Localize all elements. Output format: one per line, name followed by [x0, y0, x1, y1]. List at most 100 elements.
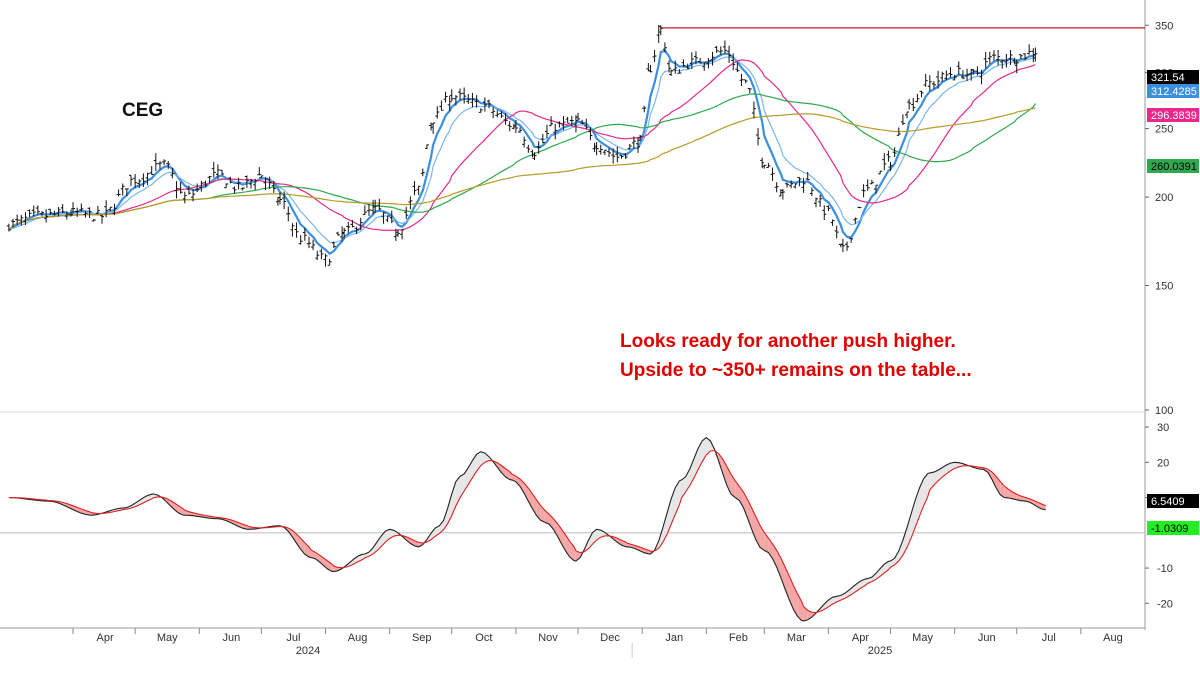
ohlc-bar	[911, 97, 916, 112]
ticker-label: CEG	[122, 100, 163, 121]
ohlc-bar	[224, 183, 229, 189]
ohlc-bar	[731, 53, 736, 71]
ohlc-bar	[762, 164, 767, 169]
ohlc-bar	[878, 170, 883, 175]
price-y-tick-label: 200	[1155, 192, 1173, 204]
ohlc-bar	[68, 209, 73, 217]
badge-ma-fast-bg	[1147, 84, 1199, 98]
ohlc-bar	[95, 205, 100, 215]
ohlc-bar	[182, 191, 187, 204]
badge-ma-long-bg	[1147, 159, 1199, 173]
ohlc-bar	[503, 112, 508, 125]
ohlc-bar	[346, 222, 351, 233]
ohlc-bar	[774, 182, 779, 193]
ohlc-bar	[133, 173, 138, 188]
ohlc-bar	[431, 122, 436, 134]
ohlc-bar	[766, 162, 771, 169]
ohlc-bar	[443, 91, 448, 103]
ohlc-bar	[1027, 44, 1032, 55]
ohlc-bar	[1004, 53, 1009, 68]
ohlc-bar	[27, 209, 32, 218]
ohlc-bar	[956, 61, 961, 75]
ohlc-bar	[385, 215, 390, 222]
ohlc-bar	[518, 127, 523, 133]
osc-y-tick-label: -20	[1157, 598, 1173, 610]
ohlc-bar	[400, 229, 405, 240]
ohlc-bar	[801, 178, 806, 193]
ohlc-bar	[756, 128, 761, 146]
annotation-line-2: Upside to ~350+ remains on the table...	[620, 360, 972, 381]
ohlc-bar	[822, 205, 827, 220]
ohlc-bar	[526, 144, 531, 153]
ohlc-bar	[882, 153, 887, 171]
ohlc-bar	[656, 24, 661, 43]
price-y-tick-label: 100	[1155, 405, 1173, 417]
ohlc-bar	[739, 73, 744, 87]
ohlc-bar	[449, 89, 454, 102]
ohlc-bar	[594, 141, 599, 156]
ohlc-bar	[834, 225, 839, 239]
ohlc-bar	[44, 209, 49, 223]
ohlc-bar	[240, 187, 245, 191]
ohlc-bar	[507, 121, 512, 132]
ohlc-bar	[11, 218, 16, 228]
ohlc-bar	[491, 107, 496, 119]
ohlc-bar	[466, 93, 471, 104]
ohlc-bar	[191, 189, 196, 202]
ohlc-bar	[553, 123, 558, 140]
ma-short-line	[8, 56, 1036, 244]
badge-osc-main: 6.5409	[1151, 496, 1185, 508]
ohlc-bar	[573, 115, 578, 133]
ohlc-bar	[940, 71, 945, 82]
ohlc-bar	[323, 253, 328, 267]
ohlc-bar	[971, 69, 976, 75]
ohlc-bar	[286, 206, 291, 222]
ohlc-bar	[1008, 49, 1013, 66]
osc-y-tick-label: 30	[1157, 422, 1169, 434]
ohlc-bar	[549, 116, 554, 127]
ohlc-bar	[6, 223, 11, 232]
ohlc-bar	[722, 40, 727, 54]
ohlc-bar	[277, 192, 282, 205]
ohlc-bar	[83, 210, 88, 218]
ohlc-bar	[315, 250, 320, 260]
ohlc-bar	[350, 219, 355, 228]
ohlc-bar	[544, 124, 549, 138]
month-label: Mar	[787, 632, 806, 644]
ohlc-bar	[522, 136, 527, 148]
ohlc-bar	[211, 161, 216, 178]
ohlc-bar	[435, 106, 440, 119]
ohlc-bar	[751, 101, 756, 119]
ohlc-bar	[87, 207, 92, 218]
ohlc-bar	[830, 219, 835, 226]
ohlc-bar	[453, 94, 458, 106]
ohlc-bar	[157, 161, 162, 170]
ohlc-bar	[389, 210, 394, 224]
ohlc-bar	[598, 144, 603, 155]
ohlc-bar	[499, 111, 504, 118]
ohlc-bar	[826, 205, 831, 212]
ohlc-bar	[257, 167, 262, 176]
ohlc-bar	[710, 51, 715, 66]
ohlc-bar	[840, 238, 845, 253]
ohlc-bar	[495, 110, 500, 118]
osc-fill-segment	[480, 451, 485, 466]
month-label: Jul	[286, 632, 300, 644]
ohlc-bar	[244, 175, 249, 188]
ohlc-bar	[408, 196, 413, 210]
ohlc-bar	[677, 69, 682, 74]
year-label-2025: 2025	[868, 645, 892, 657]
ohlc-bar	[195, 183, 200, 193]
badge-last-price-bg	[1147, 70, 1199, 84]
ohlc-bar	[207, 175, 212, 184]
ohlc-bar	[424, 144, 429, 149]
ohlc-bar	[141, 173, 146, 187]
ohlc-bar	[220, 169, 225, 175]
month-label: Jun	[222, 632, 240, 644]
ohlc-bar	[952, 74, 957, 81]
month-label: Jul	[1042, 632, 1056, 644]
ohlc-bar	[232, 186, 237, 194]
badge-osc-signal-bg	[1147, 521, 1199, 535]
ohlc-bar	[874, 184, 879, 194]
ohlc-bar	[331, 241, 336, 248]
